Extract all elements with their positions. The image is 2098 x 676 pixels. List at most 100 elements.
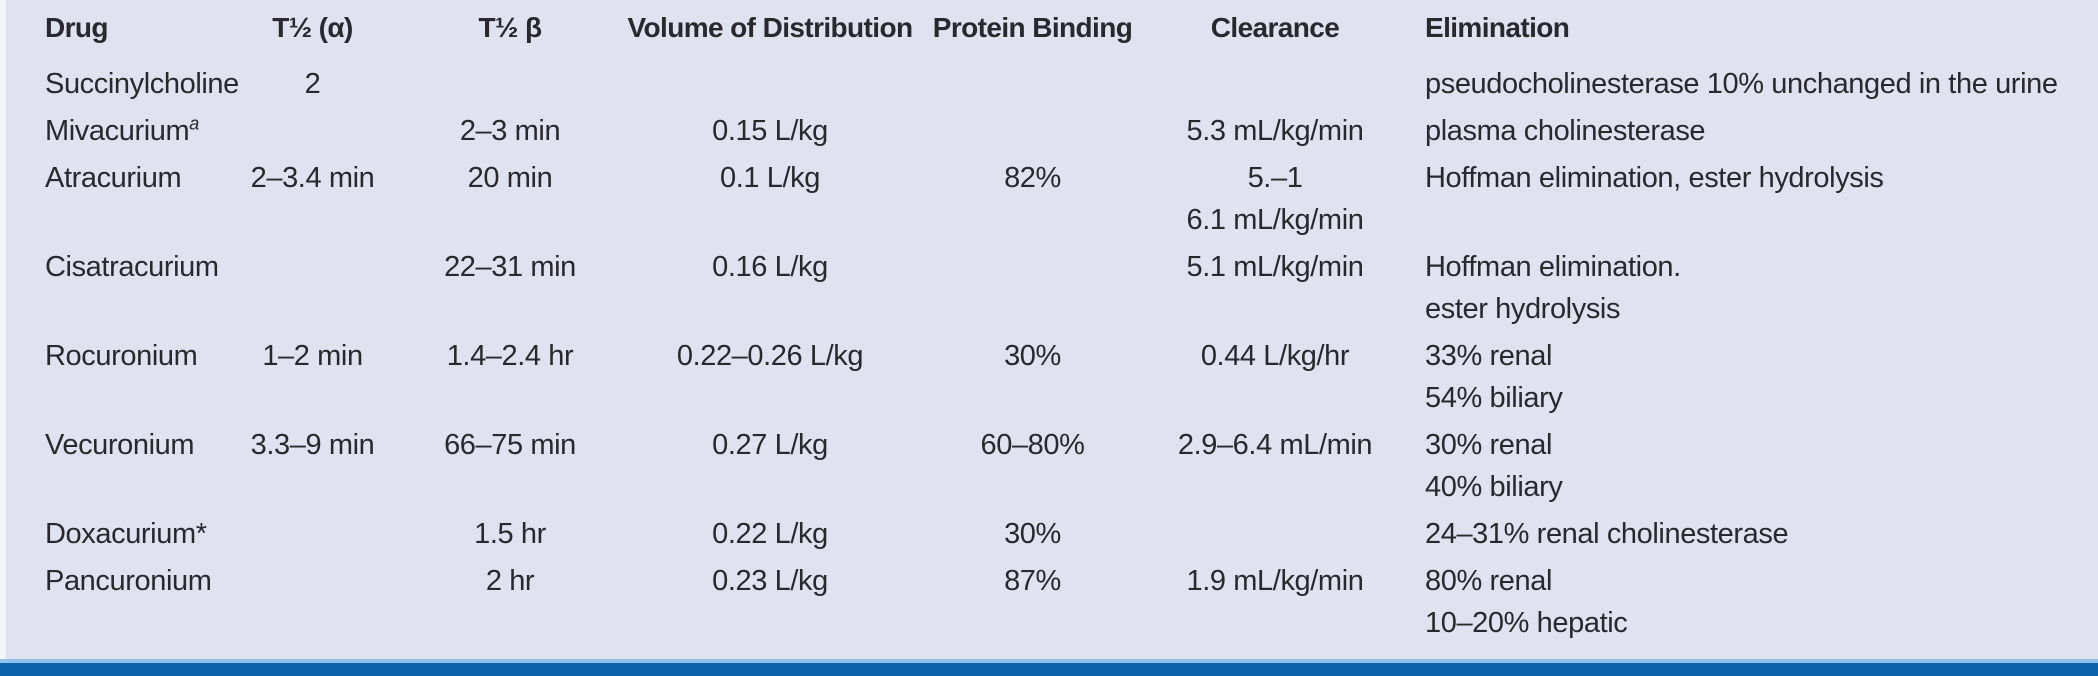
table-row: Vecuronium 3.3–9 min 66–75 min 0.27 L/kg 60–… (0, 422, 2098, 511)
cell-drug: Cisatracurium (0, 244, 230, 333)
cell-elimination: Hoffman elimination. ester hydrolysis (1400, 244, 2098, 333)
cell-line: 22–31 min (444, 251, 576, 283)
cell-protein_binding (915, 108, 1150, 155)
header-row: Drug T½ (α) T½ β Volume of Distribution Prot… (0, 0, 2098, 61)
cell-protein_binding (915, 61, 1150, 108)
cell-t_half_beta: 20 min (395, 155, 625, 244)
cell-line: 0.27 L/kg (712, 429, 828, 461)
cell-drug: Succinylcholine (0, 61, 239, 108)
cell-drug: Mivacuriuma (0, 108, 230, 155)
cell-t_half_beta: 66–75 min (395, 422, 625, 511)
cell-line: 5.3 mL/kg/min (1186, 115, 1364, 147)
cell-drug: Rocuronium (0, 333, 230, 422)
cell-protein_binding: 30% (915, 333, 1150, 422)
cell-t_half_alpha: 2 (230, 61, 395, 108)
cell-line: 2–3.4 min (250, 162, 375, 194)
bottom-rule-dark (0, 663, 2098, 676)
cell-line: 30% renal (1425, 429, 1552, 461)
cell-clearance: 5.3 mL/kg/min (1150, 108, 1400, 155)
cell-line: 60–80% (980, 429, 1085, 461)
cell-t_half_beta: 2 hr (395, 558, 625, 647)
drug-superscript: a (189, 113, 200, 134)
cell-line: 1.9 mL/kg/min (1186, 565, 1364, 597)
cell-line: 0.1 L/kg (720, 162, 820, 194)
cell-line: 80% renal (1425, 565, 1552, 597)
drug-name: Pancuronium (45, 565, 212, 597)
cell-volume_of_distribution: 0.22 L/kg (625, 511, 915, 558)
drug-name: Doxacurium* (45, 518, 207, 550)
table-row: Pancuronium 2 hr 0.23 L/kg 87% 1.9 mL/kg/min… (0, 558, 2098, 647)
cell-t_half_beta: 1.4–2.4 hr (395, 333, 625, 422)
cell-line: 1.4–2.4 hr (446, 340, 574, 372)
drug-name: Atracurium (45, 162, 182, 194)
cell-line: 30% (1004, 340, 1061, 372)
cell-protein_binding (915, 244, 1150, 333)
table-body: Succinylcholine 2 pseudocholinesterase 10%… (0, 61, 2098, 647)
drug-name: Vecuronium (45, 429, 195, 461)
cell-line: 0.23 L/kg (712, 565, 828, 597)
cell-line: 0.16 L/kg (712, 251, 828, 283)
table-row: Succinylcholine 2 pseudocholinesterase 10%… (0, 61, 2098, 108)
cell-line: 82% (1004, 162, 1061, 194)
cell-line: 6.1 mL/kg/min (1186, 204, 1364, 236)
cell-t_half_alpha (230, 558, 395, 647)
cell-elimination: 80% renal 10–20% hepatic (1400, 558, 2098, 647)
cell-clearance: 1.9 mL/kg/min (1150, 558, 1400, 647)
cell-t_half_alpha: 2–3.4 min (230, 155, 395, 244)
cell-line: 33% renal (1425, 340, 1552, 372)
cell-clearance: 5.1 mL/kg/min (1150, 244, 1400, 333)
cell-t_half_beta: 1.5 hr (395, 511, 625, 558)
cell-clearance: 0.44 L/kg/hr (1150, 333, 1400, 422)
cell-t_half_alpha: 1–2 min (230, 333, 395, 422)
cell-drug: Doxacurium* (0, 511, 230, 558)
cell-line: 66–75 min (444, 429, 576, 461)
cell-line: Hoffman elimination. (1425, 251, 1681, 283)
cell-line: 5.1 mL/kg/min (1186, 251, 1364, 283)
column-header-volume_of_distribution: Volume of Distribution (627, 12, 914, 43)
table-row: Doxacurium* 1.5 hr 0.22 L/kg 30% 24–31% rena… (0, 511, 2098, 558)
cell-line: 10–20% hepatic (1425, 607, 1628, 639)
cell-line: pseudocholinesterase 10% unchanged in th… (1425, 68, 2058, 100)
column-header-t_half_alpha: T½ (α) (272, 12, 353, 43)
cell-clearance (1150, 61, 1400, 108)
drug-name: Succinylcholine (45, 68, 239, 100)
cell-line: 30% (1004, 518, 1061, 550)
cell-volume_of_distribution: 0.15 L/kg (625, 108, 915, 155)
cell-drug: Vecuronium (0, 422, 230, 511)
cell-line: Hoffman elimination, ester hydrolysis (1425, 162, 1884, 194)
cell-t_half_beta: 22–31 min (395, 244, 625, 333)
page-left-margin (0, 0, 6, 659)
cell-line: 0.22–0.26 L/kg (676, 340, 864, 372)
cell-elimination: Hoffman elimination, ester hydrolysis (1400, 155, 2098, 244)
cell-t_half_alpha (230, 244, 395, 333)
cell-t_half_beta: 2–3 min (395, 108, 625, 155)
cell-elimination: 24–31% renal cholinesterase (1400, 511, 2098, 558)
cell-t_half_alpha: 3.3–9 min (230, 422, 395, 511)
cell-t_half_beta (395, 61, 625, 108)
cell-elimination: 33% renal 54% biliary (1400, 333, 2098, 422)
cell-line: 24–31% renal cholinesterase (1425, 518, 1789, 550)
drug-name: Rocuronium (45, 340, 198, 372)
cell-line: 2.9–6.4 mL/min (1177, 429, 1373, 461)
cell-volume_of_distribution: 0.23 L/kg (625, 558, 915, 647)
cell-drug: Pancuronium (0, 558, 230, 647)
cell-line: 0.44 L/kg/hr (1200, 340, 1350, 372)
cell-clearance: 5.–1 6.1 mL/kg/min (1150, 155, 1400, 244)
cell-protein_binding: 82% (915, 155, 1150, 244)
column-header-protein_binding: Protein Binding (932, 12, 1133, 43)
drug-name: Mivacurium (45, 115, 190, 147)
cell-volume_of_distribution: 0.1 L/kg (625, 155, 915, 244)
bottom-rule-light (0, 659, 2098, 663)
cell-line: 3.3–9 min (250, 429, 375, 461)
cell-line: plasma cholinesterase (1425, 115, 1706, 147)
column-header-drug: Drug (45, 12, 109, 43)
cell-line: 0.15 L/kg (712, 115, 828, 147)
cell-line: 87% (1004, 565, 1061, 597)
cell-elimination: plasma cholinesterase (1400, 108, 2098, 155)
cell-line: 5.–1 (1247, 162, 1303, 194)
drug-name: Cisatracurium (45, 251, 219, 283)
table-row: Atracurium 2–3.4 min 20 min 0.1 L/kg 82% 5.–1… (0, 155, 2098, 244)
column-header-clearance: Clearance (1210, 12, 1340, 43)
cell-elimination: 30% renal 40% biliary (1400, 422, 2098, 511)
